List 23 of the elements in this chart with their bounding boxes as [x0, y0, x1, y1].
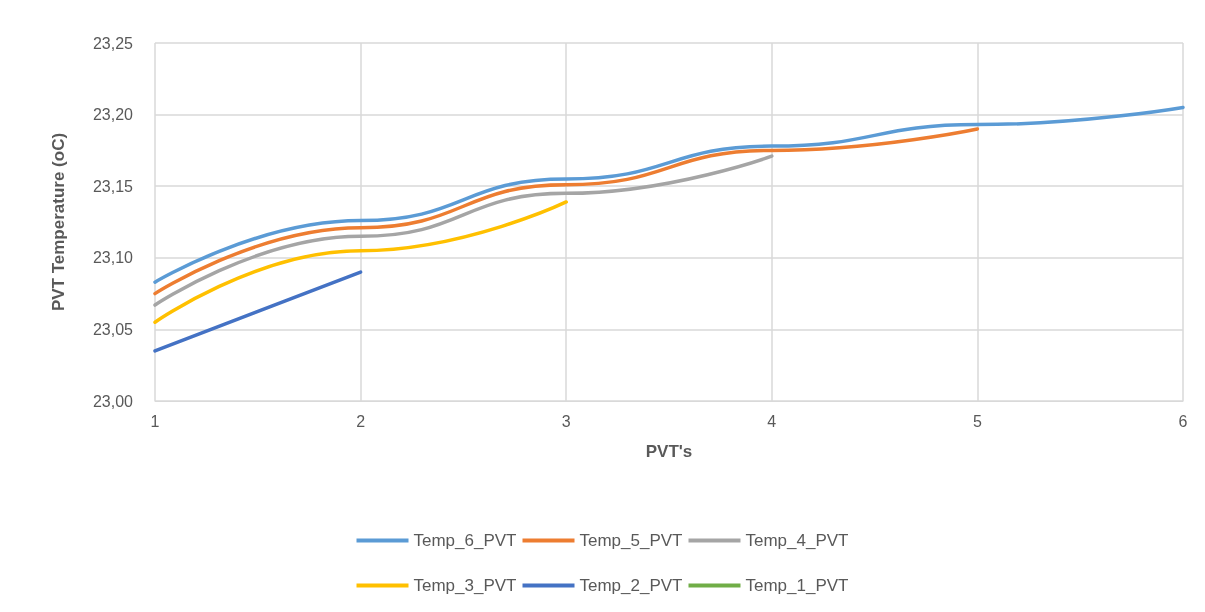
- y-tick-label: 23,10: [92, 249, 134, 267]
- x-axis-title: PVT's: [645, 442, 693, 461]
- legend-label: Temp_5_PVT: [579, 531, 683, 550]
- legend-label: Temp_6_PVT: [413, 531, 517, 550]
- y-tick-label: 23,20: [92, 106, 134, 124]
- x-tick-label: 3: [561, 412, 571, 430]
- y-tick-label: 23,05: [92, 320, 134, 338]
- line-series: [153, 127, 980, 296]
- y-axis-title: PVT Temperature (oC): [49, 132, 68, 312]
- x-tick-label: 6: [1178, 412, 1188, 430]
- x-tick-label: 4: [767, 412, 777, 430]
- y-tick-label: 23,25: [92, 34, 134, 52]
- line-series: [153, 105, 1185, 284]
- legend-label: Temp_1_PVT: [745, 576, 849, 595]
- x-tick-label: 5: [972, 412, 982, 430]
- legend-label: Temp_4_PVT: [745, 531, 849, 550]
- legend-label: Temp_3_PVT: [413, 576, 517, 595]
- x-tick-label: 2: [356, 412, 366, 430]
- y-tick-label: 23,15: [92, 177, 134, 195]
- line-series: [153, 154, 774, 307]
- legend-label: Temp_2_PVT: [579, 576, 683, 595]
- x-tick-label: 1: [150, 412, 160, 430]
- y-tick-label: 23,00: [92, 392, 134, 410]
